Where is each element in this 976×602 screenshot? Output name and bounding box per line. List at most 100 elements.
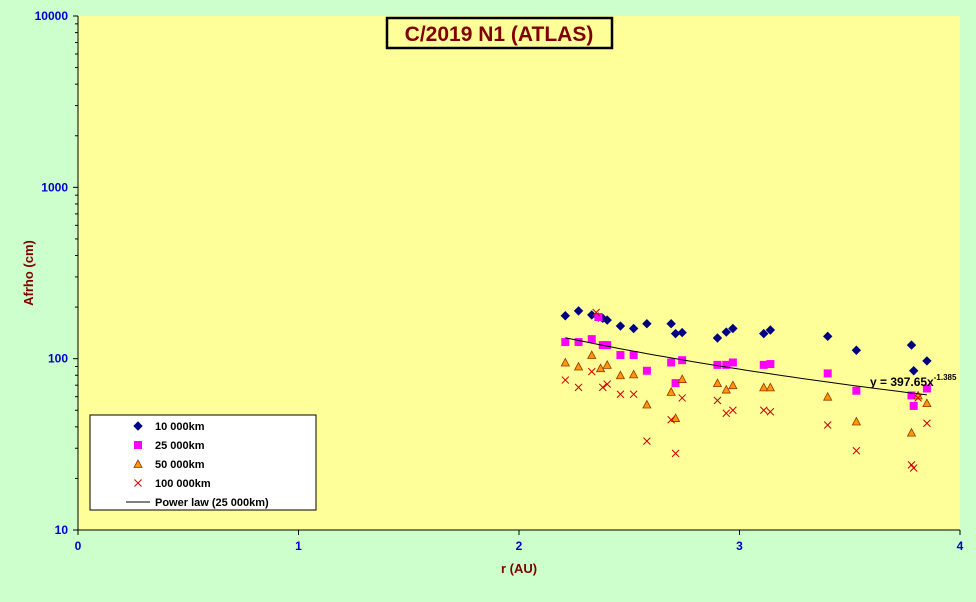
- data-point-50000km: [573, 361, 584, 371]
- data-point-10000km: [712, 333, 723, 343]
- data-point-100000km: [643, 437, 651, 446]
- data-point-25000km: [759, 360, 768, 369]
- legend-label: 100 000km: [155, 478, 211, 490]
- data-point-25000km: [594, 313, 603, 322]
- data-point-10000km: [759, 328, 769, 339]
- data-point-100000km: [587, 367, 596, 376]
- data-point-100000km: [713, 396, 722, 405]
- y-tick-label: 10000: [35, 9, 69, 23]
- chart-title: C/2019 N1 (ATLAS): [405, 23, 594, 46]
- data-point-50000km: [913, 390, 923, 400]
- data-point-25000km: [728, 358, 737, 367]
- data-point-25000km: [667, 358, 676, 367]
- legend-label: 25 000km: [155, 440, 205, 452]
- data-point-100000km: [914, 394, 922, 402]
- trendline-group: [565, 337, 927, 396]
- data-point-50000km: [642, 399, 652, 409]
- axis-ticks: 0 1 2 3 4 10 100 1000 10000: [35, 9, 964, 553]
- trendline-power-law: [565, 337, 927, 396]
- legend-label: 10 000km: [155, 421, 205, 433]
- data-point-100000km: [671, 449, 680, 458]
- x-tick-label: 4: [957, 539, 964, 553]
- trendline-equation: y = 397.65x-1.385: [870, 373, 957, 389]
- data-point-10000km: [922, 356, 932, 366]
- data-point-25000km: [574, 338, 583, 347]
- data-point-25000km: [671, 379, 680, 388]
- data-point-50000km: [587, 350, 597, 359]
- data-point-100000km: [616, 390, 625, 399]
- data-point-50000km: [759, 382, 769, 392]
- data-point-50000km: [851, 416, 862, 426]
- data-point-10000km: [908, 366, 919, 376]
- data-point-50000km: [666, 387, 676, 396]
- data-point-10000km: [728, 323, 738, 334]
- legend-swatch-10000km: [133, 421, 143, 431]
- title-box: [385, 16, 614, 50]
- data-point-50000km: [922, 398, 932, 408]
- data-point-50000km: [595, 363, 606, 373]
- x-axis-title: r (AU): [501, 561, 537, 576]
- data-point-10000km: [822, 331, 833, 342]
- data-point-100000km: [722, 409, 731, 418]
- data-point-100000km: [678, 394, 687, 402]
- data-point-50000km: [615, 370, 626, 380]
- equation-exponent: -1.385: [934, 373, 957, 382]
- data-point-25000km: [909, 401, 918, 410]
- data-point-10000km: [765, 325, 776, 335]
- data-point-50000km: [677, 374, 687, 383]
- data-point-25000km: [642, 366, 651, 375]
- data-point-100000km: [667, 415, 675, 424]
- data-point-50000km: [602, 360, 612, 369]
- data-point-10000km: [615, 321, 626, 331]
- x-tick-label: 2: [516, 539, 523, 553]
- data-point-25000km: [823, 369, 832, 378]
- y-axis-title: Afrho (cm): [21, 240, 36, 306]
- data-point-100000km: [766, 407, 775, 416]
- x-tick-label: 3: [736, 539, 743, 553]
- data-point-25000km: [629, 351, 638, 360]
- data-point-100000km: [909, 464, 918, 472]
- data-point-25000km: [616, 351, 625, 360]
- data-point-50000km: [560, 357, 570, 367]
- legend-swatch-25000km: [134, 441, 142, 449]
- data-point-25000km: [587, 335, 596, 344]
- x-tick-label: 0: [75, 539, 82, 553]
- data-point-25000km: [852, 386, 861, 395]
- data-point-100000km: [603, 380, 612, 389]
- data-point-25000km: [922, 384, 931, 393]
- legend-box: [89, 414, 317, 511]
- data-point-10000km: [573, 306, 584, 316]
- data-point-10000km: [666, 318, 676, 329]
- legend-swatch-100000km: [134, 479, 142, 487]
- data-point-100000km: [629, 390, 638, 399]
- legend-swatch-50000km: [133, 459, 143, 468]
- y-tick-label: 1000: [41, 180, 68, 194]
- data-point-100000km: [852, 446, 861, 455]
- data-point-50000km: [721, 384, 731, 394]
- equation-base: y = 397.65x: [870, 375, 934, 389]
- data-point-50000km: [906, 427, 917, 437]
- data-point-50000km: [823, 391, 833, 401]
- data-point-10000km: [677, 327, 687, 338]
- data-point-10000km: [642, 318, 652, 329]
- y-tick-label: 10: [55, 523, 69, 537]
- data-point-100000km: [729, 406, 737, 415]
- legend-label: 50 000km: [155, 459, 205, 471]
- data-point-100000km: [923, 419, 931, 428]
- x-tick-label: 1: [295, 539, 302, 553]
- data-point-100000km: [823, 421, 832, 429]
- data-point-10000km: [560, 311, 571, 321]
- y-tick-label: 100: [48, 352, 68, 366]
- data-point-10000km: [906, 340, 917, 350]
- data-point-100000km: [592, 308, 601, 317]
- data-point-100000km: [759, 406, 768, 415]
- data-point-25000km: [766, 360, 775, 369]
- data-point-25000km: [561, 338, 570, 347]
- data-point-50000km: [628, 369, 639, 379]
- legend: 10 000km 25 000km 50 000km 100 000km Power l…: [89, 414, 317, 511]
- legend-label: Power law (25 000km): [155, 497, 269, 509]
- data-point-50000km: [712, 378, 723, 388]
- data-point-100000km: [574, 383, 583, 392]
- data-point-10000km: [628, 323, 639, 334]
